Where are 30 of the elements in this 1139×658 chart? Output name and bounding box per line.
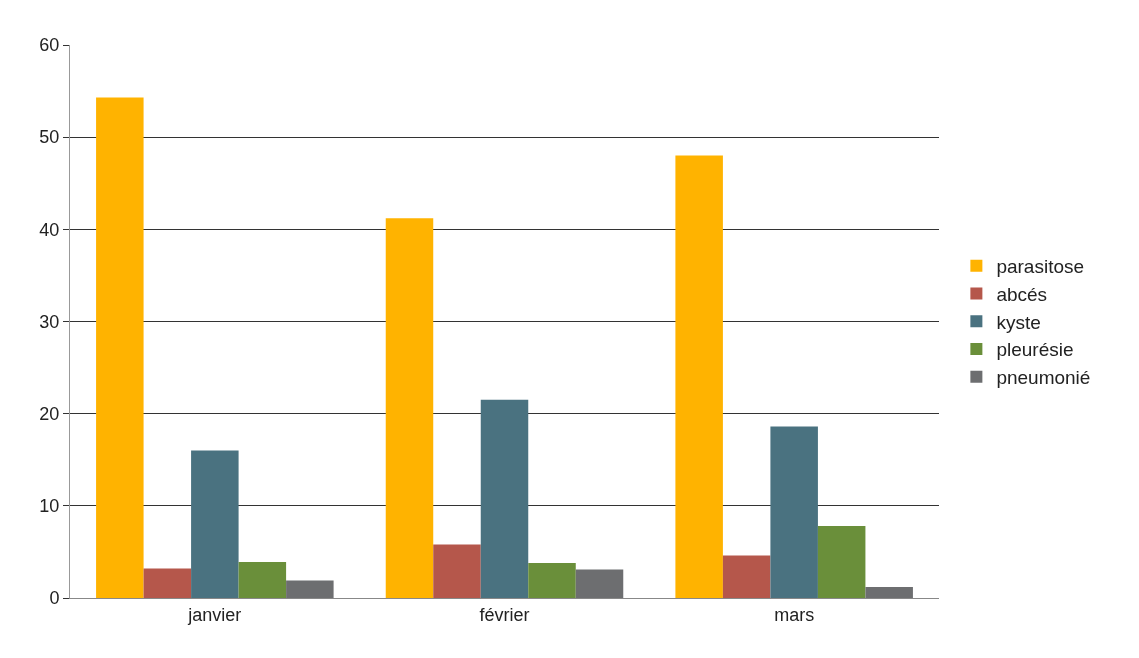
legend-label: pleurésie [996,339,1074,361]
x-tick-label: mars [774,604,815,625]
x-tick-label: janvier [187,604,242,625]
y-tick-label: 0 [49,588,60,609]
bar [96,97,144,598]
legend-label: parasitose [996,256,1085,278]
x-tick-label: février [479,604,530,625]
bar [433,544,481,598]
bar [675,155,723,598]
bar [770,426,818,598]
bar [286,580,334,598]
legend-label: abcés [996,283,1048,305]
y-tick-label: 20 [39,403,60,424]
bar [143,568,192,598]
legend-label: kyste [996,311,1041,333]
y-tick-label: 30 [39,311,60,332]
y-tick-label: 40 [39,219,60,240]
bar [191,450,239,598]
y-tick-label: 60 [39,35,60,56]
bar [865,586,913,598]
bar [238,562,287,598]
bar [817,526,866,598]
legend-label: pneumonié [996,367,1091,389]
y-tick-label: 50 [39,127,60,148]
bar [722,555,771,598]
bar [528,562,576,598]
bar [575,569,624,598]
bar [385,218,434,598]
y-tick-label: 10 [39,496,60,517]
bar [480,399,529,598]
